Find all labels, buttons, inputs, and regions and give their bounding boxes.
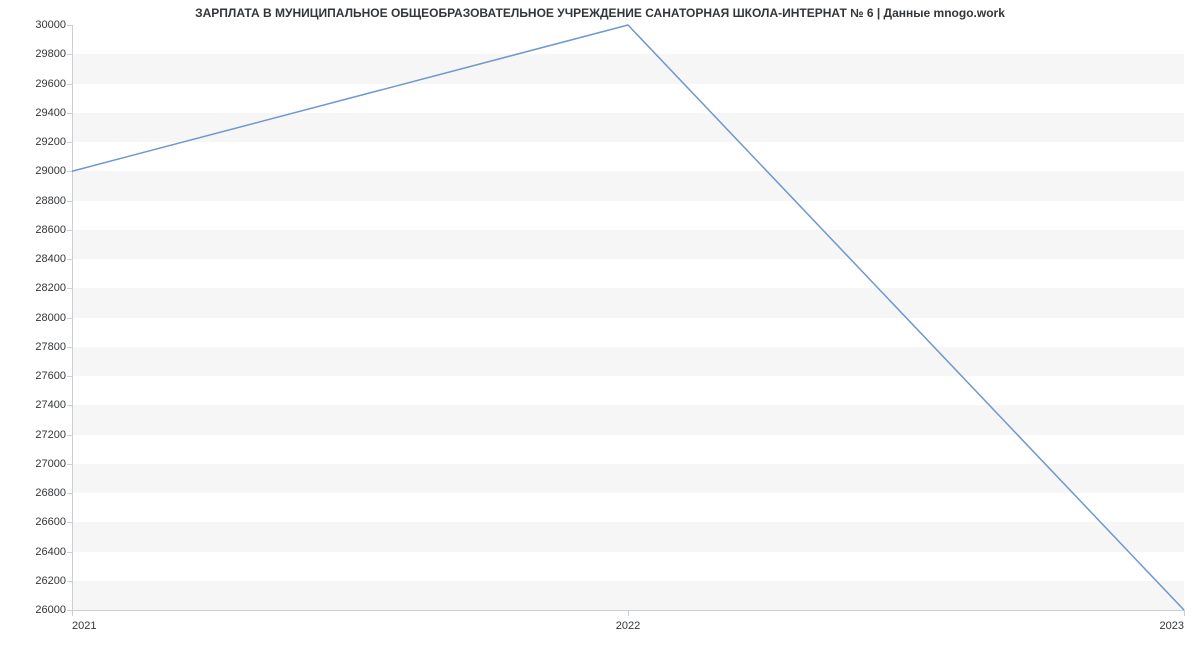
y-tick-label: 26800: [35, 487, 66, 499]
y-tick-label: 28400: [35, 253, 66, 265]
y-tick-label: 27000: [35, 458, 66, 470]
series-line: [72, 25, 1184, 610]
y-tick-label: 29000: [35, 165, 66, 177]
y-tick-label: 27400: [35, 399, 66, 411]
y-tick-label: 28800: [35, 195, 66, 207]
y-tick-label: 28000: [35, 312, 66, 324]
chart-title: ЗАРПЛАТА В МУНИЦИПАЛЬНОЕ ОБЩЕОБРАЗОВАТЕЛ…: [0, 6, 1200, 20]
x-tick-label: 2023: [1160, 620, 1184, 632]
y-tick-label: 27600: [35, 370, 66, 382]
y-tick-label: 27800: [35, 341, 66, 353]
y-tick-label: 27200: [35, 429, 66, 441]
salary-line-chart: ЗАРПЛАТА В МУНИЦИПАЛЬНОЕ ОБЩЕОБРАЗОВАТЕЛ…: [0, 0, 1200, 650]
y-tick-label: 29400: [35, 107, 66, 119]
x-tick-mark: [1184, 610, 1185, 616]
x-tick-label: 2021: [72, 620, 96, 632]
y-tick-label: 29800: [35, 48, 66, 60]
y-tick-label: 29600: [35, 78, 66, 90]
y-tick-label: 26200: [35, 575, 66, 587]
x-tick-mark: [628, 610, 629, 616]
y-tick-label: 26000: [35, 604, 66, 616]
plot-area: 2600026200264002660026800270002720027400…: [72, 25, 1184, 610]
y-tick-label: 28600: [35, 224, 66, 236]
y-tick-label: 29200: [35, 136, 66, 148]
x-tick-mark: [72, 610, 73, 616]
series-path-salary: [72, 25, 1184, 610]
x-tick-label: 2022: [616, 620, 640, 632]
y-tick-label: 26400: [35, 546, 66, 558]
y-tick-label: 26600: [35, 516, 66, 528]
y-tick-label: 28200: [35, 282, 66, 294]
y-tick-label: 30000: [35, 19, 66, 31]
